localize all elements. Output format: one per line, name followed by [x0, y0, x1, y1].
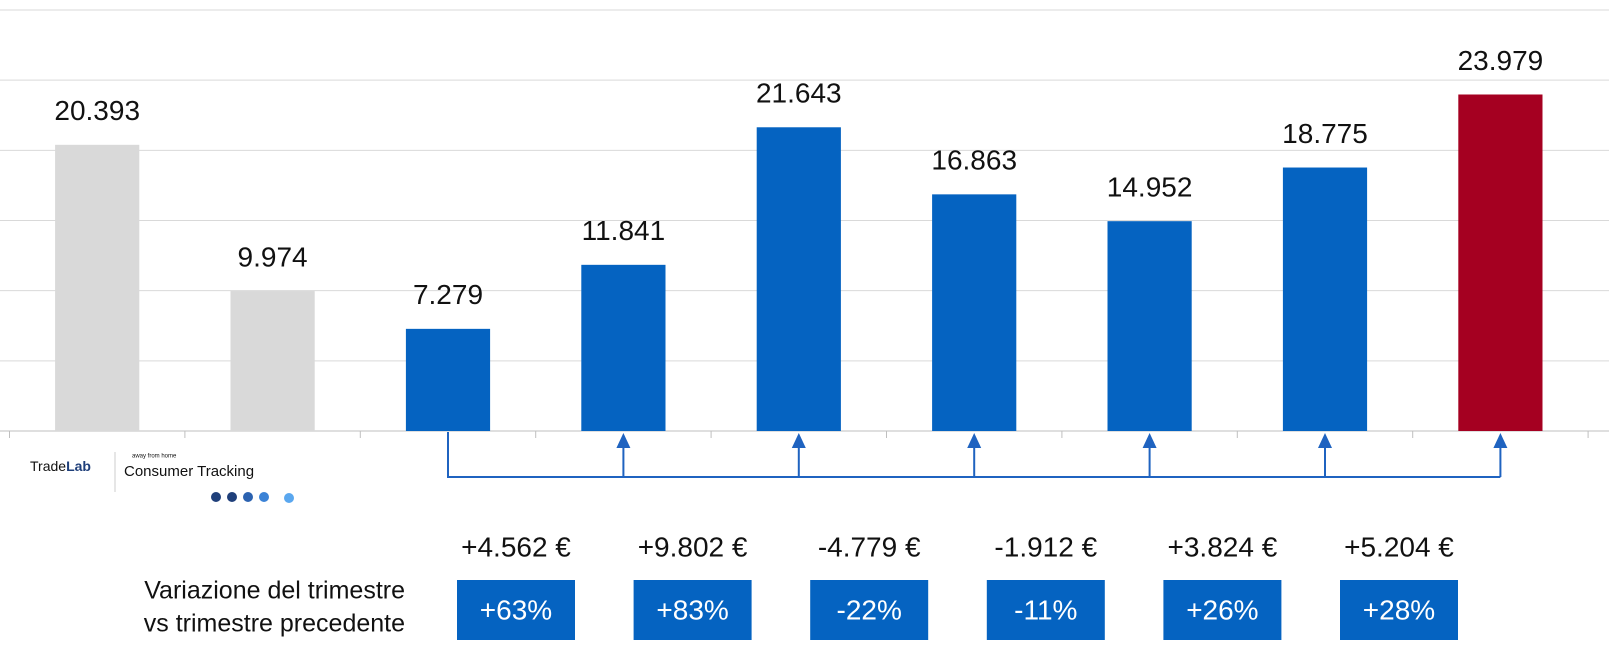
arrow-head: [1493, 433, 1508, 448]
arrow-head: [616, 433, 631, 448]
logo-dot: [259, 492, 269, 502]
logo-brand-a: Trade: [30, 458, 66, 474]
data-label: 23.979: [1458, 45, 1544, 76]
percent-label: +83%: [656, 594, 728, 625]
change-label: +4.562 €: [461, 531, 571, 562]
logo-brand-b: Lab: [66, 458, 91, 474]
data-label: 16.863: [931, 145, 1017, 176]
data-label: 21.643: [756, 78, 842, 109]
logo-tagline: away from home: [132, 454, 177, 460]
change-label: +5.204 €: [1344, 531, 1454, 562]
variation-label: vs trimestre precedente: [144, 610, 405, 638]
percent-box: [1163, 580, 1282, 640]
percent-box: [810, 580, 929, 640]
change-label: +3.824 €: [1168, 531, 1278, 562]
logo-dot: [227, 492, 237, 502]
bar: [581, 264, 666, 431]
percent-label: +63%: [480, 594, 552, 625]
bar: [230, 291, 315, 431]
variation-label: Variazione del trimestre: [144, 577, 405, 605]
data-label: 14.952: [1107, 172, 1193, 203]
data-label: 11.841: [582, 215, 666, 246]
data-label: 18.775: [1282, 118, 1368, 149]
arrow-head: [1318, 433, 1332, 448]
bar: [932, 194, 1017, 431]
bar: [55, 144, 140, 431]
data-label: 9.974: [238, 241, 308, 272]
logo-dot: [284, 493, 294, 503]
change-label: -4.779 €: [818, 531, 921, 562]
percent-box: [457, 580, 575, 640]
bar: [1282, 167, 1368, 431]
logo-dot: [243, 492, 253, 502]
percent-label: +28%: [1363, 594, 1435, 625]
change-label: -1.912 €: [994, 531, 1097, 562]
percent-label: +26%: [1186, 594, 1258, 625]
change-label: +9.802 €: [638, 531, 748, 562]
logo-brand: TradeLab: [30, 458, 91, 474]
arrow-head: [967, 433, 982, 448]
arrow-head: [1142, 433, 1157, 448]
bar: [1458, 94, 1543, 432]
logo-product: Consumer Tracking: [124, 463, 254, 480]
data-label: 7.279: [413, 279, 483, 310]
bar: [756, 127, 841, 432]
logo: TradeLab away from home Consumer Trackin…: [30, 452, 294, 503]
bar: [1107, 221, 1192, 431]
percent-label: -22%: [837, 594, 902, 625]
percent-label: -11%: [1014, 594, 1077, 625]
percent-box: [1340, 580, 1458, 640]
data-label: 20.393: [54, 95, 140, 126]
percent-box: [633, 580, 752, 640]
arrow-head: [791, 433, 806, 448]
percent-box: [986, 580, 1105, 640]
logo-dot: [211, 492, 221, 502]
bar: [405, 328, 491, 431]
